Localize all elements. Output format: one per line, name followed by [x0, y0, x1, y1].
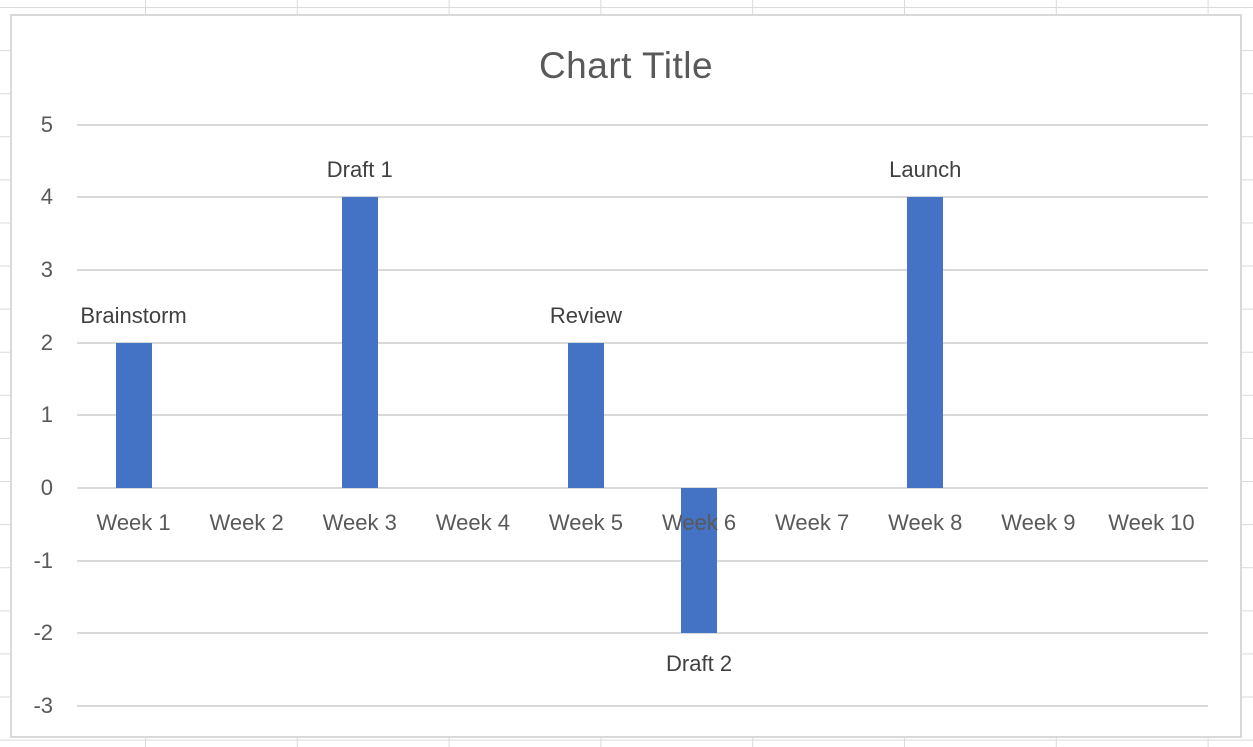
- y-tick-label: 0: [40, 475, 53, 500]
- data-label: Draft 1: [326, 157, 393, 183]
- category-label: Week 7: [775, 510, 850, 535]
- chart-area[interactable]: Chart Title 5 4 3 2 1 0 -1 -2 -3 Week 1 Brainstorm…: [10, 14, 1242, 738]
- bar[interactable]: [341, 197, 378, 488]
- gridline: [77, 632, 1208, 635]
- gridline: [77, 487, 1208, 489]
- gridline: [77, 414, 1208, 417]
- category-label: Week 8: [888, 510, 963, 535]
- gridline: [77, 123, 1208, 126]
- y-tick-label: 5: [40, 111, 53, 137]
- data-label: Brainstorm: [80, 302, 187, 328]
- category-label: Week 2: [209, 510, 284, 535]
- y-tick-label: 3: [40, 257, 53, 283]
- y-tick-label: 2: [40, 329, 53, 355]
- category-label: Week 4: [435, 510, 510, 535]
- data-label: Review: [549, 302, 623, 328]
- category-label: Week 10: [1108, 510, 1195, 535]
- y-tick-label: -1: [33, 547, 53, 573]
- category-label: Week 5: [548, 510, 624, 535]
- data-label: Draft 2: [666, 651, 733, 677]
- y-tick-label: 1: [40, 402, 53, 428]
- bar[interactable]: [907, 197, 944, 488]
- gridline: [77, 196, 1208, 199]
- category-label: Week 9: [1001, 510, 1076, 535]
- y-tick-label: 4: [40, 184, 53, 210]
- y-tick-label: -2: [33, 620, 53, 646]
- y-tick-label: -3: [33, 692, 53, 718]
- chart-title[interactable]: Chart Title: [538, 45, 714, 86]
- category-label: Week 6: [661, 510, 737, 535]
- gridline: [77, 704, 1208, 707]
- bar[interactable]: [567, 342, 604, 488]
- gridline: [77, 559, 1208, 562]
- category-label: Week 1: [96, 510, 171, 535]
- category-label: Week 3: [322, 510, 397, 535]
- gridline: [77, 269, 1208, 272]
- bar[interactable]: [681, 488, 718, 634]
- data-label: Launch: [889, 157, 962, 183]
- bar[interactable]: [115, 342, 152, 488]
- gridline: [77, 341, 1208, 344]
